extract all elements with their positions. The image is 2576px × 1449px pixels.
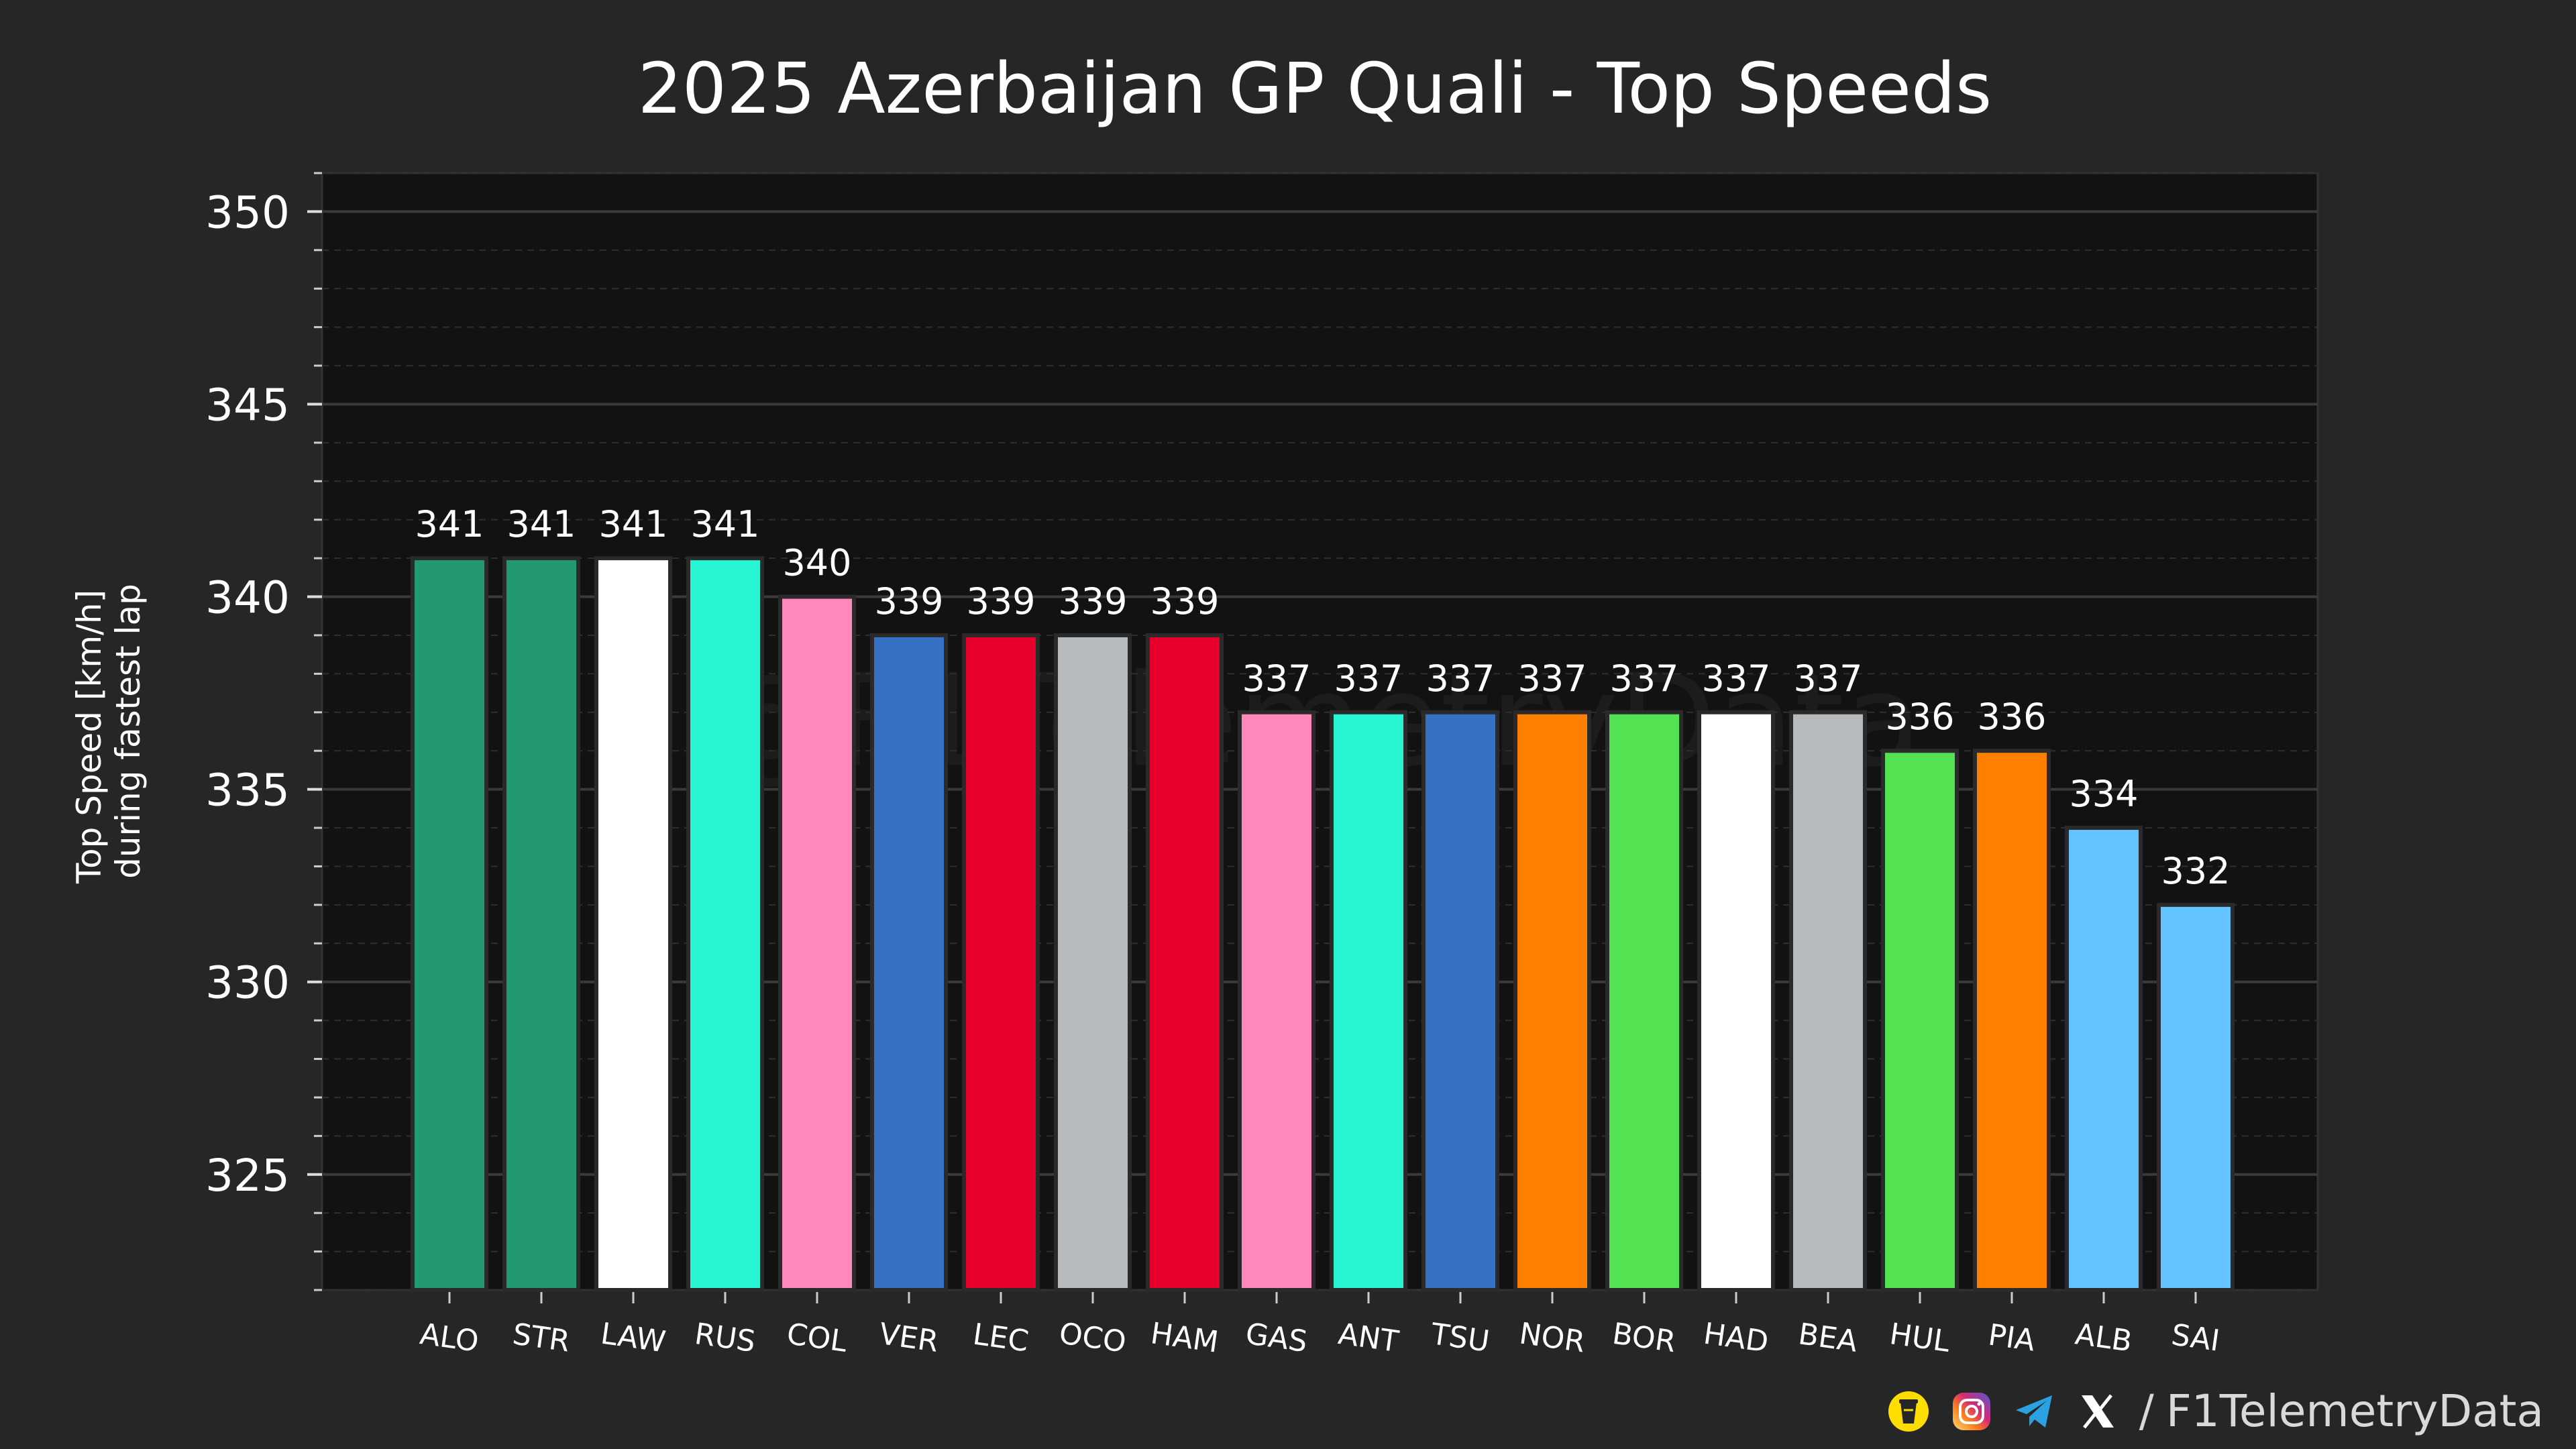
bar-alb — [2065, 826, 2143, 1292]
bar-pia — [1973, 749, 2051, 1292]
y-tick-label: 330 — [205, 957, 290, 1009]
bar-tsu — [1421, 710, 1499, 1292]
x-icon[interactable] — [2076, 1390, 2119, 1433]
bar-sai — [2157, 902, 2235, 1292]
data-label-ver: 339 — [874, 580, 943, 623]
data-label-pia: 336 — [1977, 696, 2046, 738]
x-tick-label-gas: GAS — [1244, 1317, 1309, 1359]
footer: / F1TelemetryData — [1887, 1385, 2544, 1437]
telegram-icon[interactable] — [2013, 1390, 2056, 1433]
x-tick-label-lec: LEC — [971, 1317, 1030, 1358]
chart-title: 2025 Azerbaijan GP Quali - Top Speeds — [638, 48, 1992, 129]
bar-nor — [1513, 710, 1591, 1292]
footer-handle[interactable]: F1TelemetryData — [2165, 1385, 2544, 1437]
x-tick-label-nor: NOR — [1517, 1316, 1587, 1359]
data-label-alo: 341 — [415, 503, 484, 545]
data-label-nor: 337 — [1517, 657, 1587, 700]
bar-oco — [1054, 633, 1132, 1292]
data-label-rus: 341 — [690, 503, 759, 545]
data-label-gas: 337 — [1242, 657, 1311, 700]
bar-gas — [1238, 710, 1316, 1292]
data-label-ham: 339 — [1150, 580, 1219, 623]
bar-had — [1697, 710, 1775, 1292]
data-label-bor: 337 — [1609, 657, 1678, 700]
x-tick-label-ant: ANT — [1336, 1317, 1401, 1359]
data-label-str: 341 — [506, 503, 576, 545]
bar-bea — [1789, 710, 1867, 1292]
data-label-sai: 332 — [2161, 850, 2230, 892]
x-tick-label-oco: OCO — [1057, 1316, 1128, 1359]
data-label-bea: 337 — [1793, 657, 1862, 700]
bar-ver — [870, 633, 948, 1292]
y-tick-label: 325 — [205, 1150, 290, 1201]
x-tick-label-ver: VER — [877, 1317, 941, 1359]
bar-ant — [1330, 710, 1407, 1292]
y-tick-label: 340 — [205, 572, 290, 624]
y-tick-label: 335 — [205, 765, 290, 816]
bar-col — [778, 594, 856, 1292]
y-tick-label: 345 — [205, 379, 290, 431]
data-label-alb: 334 — [2069, 773, 2138, 815]
bar-lec — [962, 633, 1040, 1292]
bar-hul — [1881, 749, 1959, 1292]
x-tick-label-had: HAD — [1701, 1316, 1770, 1359]
x-tick-label-pia: PIA — [1986, 1318, 2037, 1358]
data-label-oco: 339 — [1058, 580, 1127, 623]
x-tick-label-hul: HUL — [1888, 1317, 1953, 1359]
footer-separator: / — [2139, 1385, 2154, 1437]
y-tick-label: 350 — [205, 186, 290, 238]
data-label-law: 341 — [598, 503, 667, 545]
x-tick-label-bor: BOR — [1610, 1317, 1678, 1360]
x-tick-label-str: STR — [511, 1317, 572, 1358]
data-label-had: 337 — [1701, 657, 1770, 700]
data-label-col: 340 — [782, 542, 851, 584]
bar-bor — [1605, 710, 1683, 1292]
data-label-hul: 336 — [1885, 696, 1954, 738]
data-label-lec: 339 — [966, 580, 1035, 623]
x-tick-label-ham: HAM — [1148, 1316, 1220, 1360]
y-axis-title: Top Speed [km/h] during fastest lap — [70, 579, 148, 884]
x-tick-label-alo: ALO — [418, 1317, 481, 1359]
bar-ham — [1146, 633, 1224, 1292]
data-label-ant: 337 — [1334, 657, 1403, 700]
x-tick-label-sai: SAI — [2169, 1318, 2222, 1358]
x-tick-label-law: LAW — [598, 1317, 667, 1360]
x-tick-label-col: COL — [785, 1317, 850, 1359]
x-tick-label-bea: BEA — [1796, 1317, 1860, 1359]
data-label-tsu: 337 — [1426, 657, 1495, 700]
bar-alo — [411, 556, 488, 1292]
coffee-icon[interactable] — [1887, 1390, 1930, 1433]
x-tick-label-rus: RUS — [692, 1317, 757, 1359]
bar-rus — [686, 556, 764, 1292]
x-tick-label-tsu: TSU — [1428, 1317, 1491, 1359]
bar-str — [502, 556, 580, 1292]
instagram-icon[interactable] — [1950, 1390, 1993, 1433]
x-tick-label-alb: ALB — [2073, 1317, 2134, 1358]
bar-law — [594, 556, 672, 1292]
